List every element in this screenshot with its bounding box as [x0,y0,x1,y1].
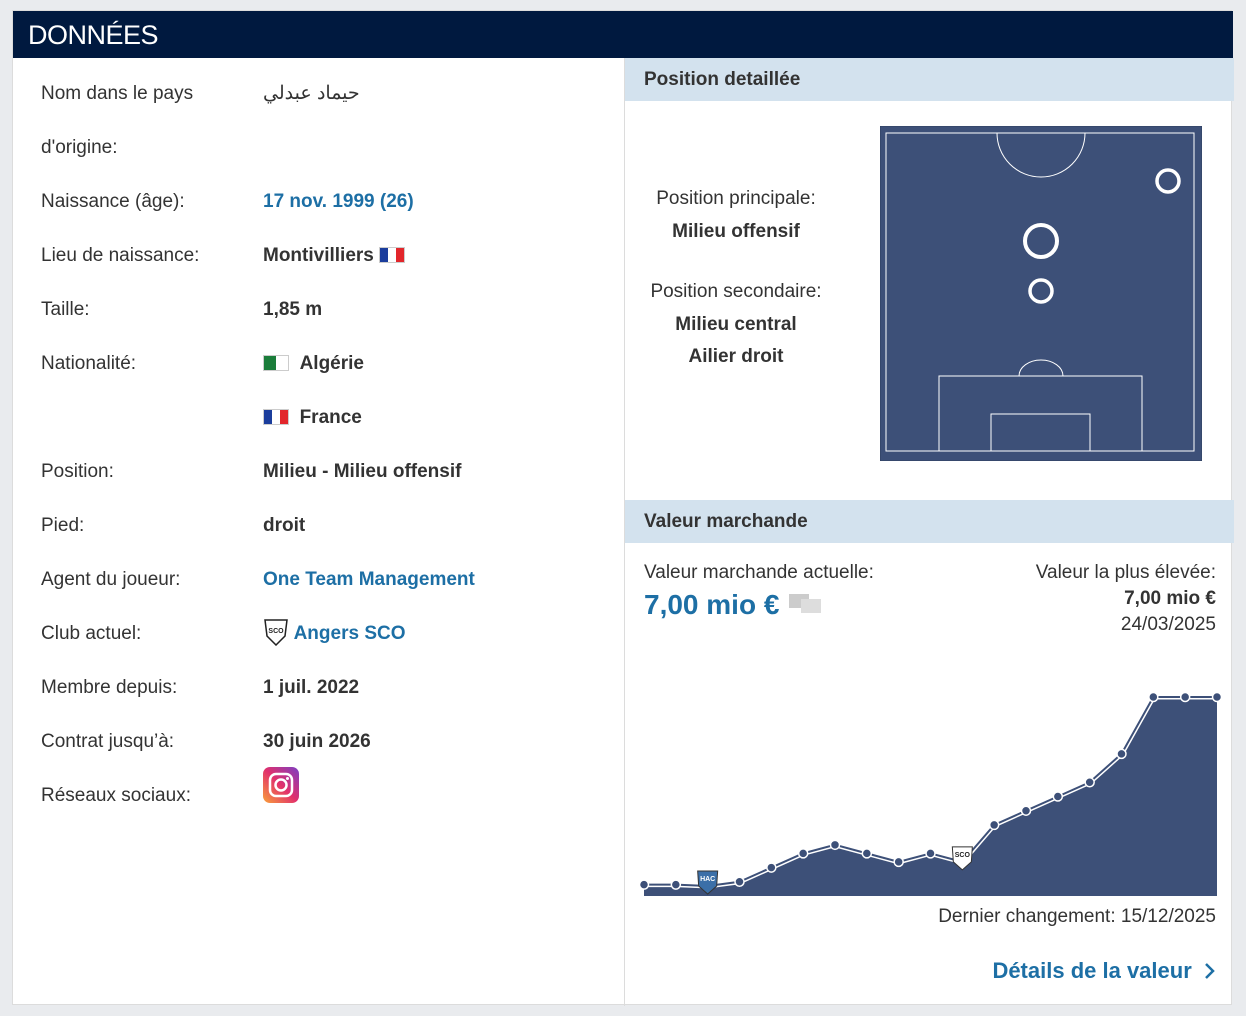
section-header: Valeur marchande [625,500,1234,543]
label: Naissance (âge): [41,191,185,212]
value: 7,00 mio € [1124,588,1216,609]
section-header: Position detaillée [625,58,1234,101]
value-point [829,839,841,851]
value: 1,85 m [263,299,323,320]
last-change: Dernier changement: 15/12/2025 [938,906,1216,927]
link[interactable]: Angers SCO [293,623,406,644]
link-text: Détails de la valeur [992,958,1192,983]
value-wrap: France [263,391,362,445]
value: droit [263,515,306,536]
value: Algérie [299,353,364,374]
chevron-path [1205,963,1215,979]
section-title: DONNÉES [13,11,1233,58]
value: 1 juil. 2022 [263,677,360,698]
info-panel: Nom dans le pays d'origine: حيماد عبدلي … [13,58,624,1006]
value-point [1211,691,1223,703]
value-point [1148,691,1159,703]
club-badge: SCO [951,846,973,871]
value-wrap: SCO Angers SCO [263,607,406,661]
club-badge: HAC [697,870,719,895]
value-point [1084,777,1095,788]
value-point [925,848,936,859]
link[interactable]: 17 nov. 1999 (26) [263,191,414,212]
market-value-chart: HAC SCO [638,691,1223,896]
value: Milieu central [675,314,797,335]
comment-icon[interactable] [787,592,825,618]
value-point [638,879,650,890]
value-wrap: Algérie [263,337,364,391]
value: Ailier droit [688,346,784,367]
label: Position: [41,461,114,482]
value: حيماد عبدلي [263,83,360,104]
pitch-line [990,413,1091,452]
label: Taille: [41,299,90,320]
side-panel: Position detaillée Position principale: … [624,58,1234,1006]
label: Position secondaire: [650,281,822,302]
value: 30 juin 2026 [263,731,371,752]
badge-shield [951,846,973,871]
club-logo: SCO [264,619,288,647]
icon-bg [263,767,299,803]
value-point [797,848,809,859]
label: Contrat jusqu’à: [41,731,175,752]
icon-lens [274,778,288,792]
label: Membre depuis: [41,677,178,698]
position-marker [1155,168,1181,194]
label: Nationalité: [41,353,137,374]
pitch-line [1018,359,1064,377]
pitch-line [996,132,1086,178]
position-marker [1028,278,1054,304]
pitch-bg [880,126,1202,461]
instagram-icon[interactable] [263,767,299,803]
value-point [988,819,1000,831]
label: Réseaux sociaux: [41,785,191,806]
badge-shield [697,870,719,895]
label: Valeur marchande actuelle: [644,562,874,583]
position-marker [1023,223,1059,259]
value-point [1052,791,1064,802]
value-wrap: Montivilliers [263,229,406,283]
value: Milieu - Milieu offensif [263,461,462,482]
value: France [299,407,362,428]
value-point [670,879,682,890]
data-box: DONNÉES Nom dans le pays d'origine: حيما… [12,10,1234,1006]
current-value: 7,00 mio € [644,589,825,621]
label: Agent du joueur: [41,569,181,590]
label: Position principale: [656,188,816,209]
value-point [861,848,873,859]
value-point [1116,748,1127,760]
value-point [893,856,904,868]
badge-text: SCO [955,852,971,859]
chevron [1205,963,1215,979]
label: Club actuel: [41,623,142,644]
link[interactable]: One Team Management [263,569,475,590]
logo-text: SCO [268,628,284,635]
logo-shield [264,619,288,647]
value-point [1020,805,1032,816]
flag [263,409,289,425]
label: Pied: [41,515,85,536]
value-point [1179,691,1191,703]
value-point [734,876,745,888]
value: 7,00 mio € [644,589,780,620]
icon-frame [268,772,294,798]
badge-text: HAC [700,876,715,883]
value: Milieu offensif [672,221,800,242]
value: 24/03/2025 [1120,614,1216,635]
flag [263,355,289,371]
pitch [880,126,1202,461]
icon-dot [286,777,289,780]
label: Lieu de naissance: [41,245,200,266]
value-point [766,862,777,873]
flag [379,247,406,263]
label: Nom dans le pays d'origine: [41,83,194,158]
icon-part [801,599,822,613]
value-area [644,697,1217,896]
details-link[interactable]: Détails de la valeur [992,958,1216,984]
value: Montivilliers [263,245,374,266]
label: Valeur la plus élevée: [1035,562,1216,583]
